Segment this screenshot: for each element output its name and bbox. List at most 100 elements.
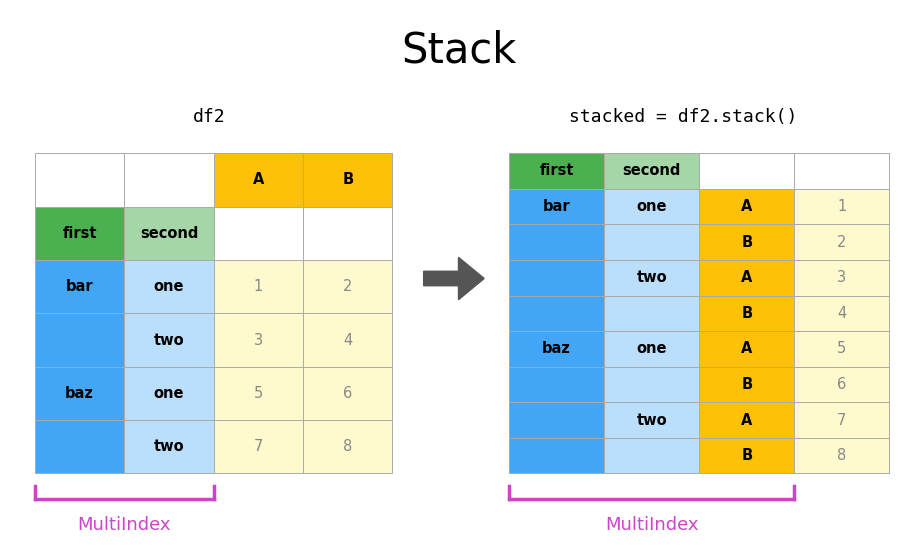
Bar: [700, 260, 794, 296]
Text: MultiIndex: MultiIndex: [78, 516, 171, 534]
Text: B: B: [741, 306, 752, 321]
Bar: [509, 331, 604, 367]
Text: 4: 4: [343, 333, 352, 348]
Text: B: B: [342, 172, 353, 187]
Bar: [509, 367, 604, 402]
Bar: [700, 189, 794, 224]
Text: two: two: [636, 270, 667, 285]
Text: A: A: [741, 341, 753, 356]
Text: 3: 3: [254, 333, 263, 348]
Text: 7: 7: [837, 413, 846, 428]
Text: baz: baz: [65, 386, 94, 401]
Bar: [125, 420, 214, 473]
Bar: [125, 207, 214, 260]
Bar: [214, 153, 303, 207]
Text: first: first: [62, 226, 97, 241]
Bar: [794, 260, 889, 296]
Bar: [604, 260, 699, 296]
Bar: [509, 189, 604, 224]
Text: one: one: [636, 199, 667, 214]
Bar: [604, 402, 699, 438]
Bar: [35, 207, 125, 260]
Text: df2: df2: [193, 108, 226, 126]
Text: 5: 5: [837, 341, 846, 356]
Text: one: one: [154, 279, 184, 294]
Bar: [794, 224, 889, 260]
Text: first: first: [539, 163, 574, 178]
Bar: [303, 313, 392, 367]
Bar: [125, 367, 214, 420]
Bar: [604, 189, 699, 224]
Text: 4: 4: [837, 306, 846, 321]
Text: B: B: [741, 377, 752, 392]
Text: A: A: [741, 413, 753, 428]
Text: two: two: [154, 333, 184, 348]
Bar: [214, 207, 303, 260]
Bar: [700, 367, 794, 402]
Bar: [125, 260, 214, 313]
Bar: [700, 153, 794, 189]
Bar: [794, 153, 889, 189]
Text: 2: 2: [343, 279, 352, 294]
Bar: [35, 420, 125, 473]
Text: stacked = df2.stack(): stacked = df2.stack(): [569, 108, 798, 126]
Bar: [509, 260, 604, 296]
Bar: [125, 153, 214, 207]
Bar: [794, 402, 889, 438]
Bar: [604, 296, 699, 331]
Bar: [794, 189, 889, 224]
Bar: [604, 331, 699, 367]
Bar: [35, 260, 125, 313]
Bar: [509, 402, 604, 438]
Bar: [303, 420, 392, 473]
Text: two: two: [154, 439, 184, 455]
Bar: [700, 224, 794, 260]
Bar: [303, 260, 392, 313]
Bar: [700, 402, 794, 438]
Bar: [794, 331, 889, 367]
Text: 5: 5: [254, 386, 263, 401]
Text: A: A: [253, 172, 264, 187]
Bar: [700, 331, 794, 367]
Text: 8: 8: [343, 439, 352, 455]
Text: 1: 1: [254, 279, 263, 294]
Bar: [214, 260, 303, 313]
Bar: [303, 207, 392, 260]
Text: 2: 2: [837, 234, 846, 250]
Bar: [794, 367, 889, 402]
Text: A: A: [741, 270, 753, 285]
Text: 3: 3: [837, 270, 846, 285]
Bar: [604, 438, 699, 473]
Bar: [794, 438, 889, 473]
Text: 8: 8: [837, 448, 846, 463]
Bar: [509, 153, 604, 189]
Text: bar: bar: [66, 279, 94, 294]
Text: one: one: [154, 386, 184, 401]
Bar: [303, 367, 392, 420]
Bar: [509, 438, 604, 473]
Bar: [35, 367, 125, 420]
Text: second: second: [139, 226, 198, 241]
Bar: [509, 296, 604, 331]
Text: MultiIndex: MultiIndex: [605, 516, 699, 534]
Text: 7: 7: [254, 439, 263, 455]
Text: baz: baz: [542, 341, 571, 356]
Text: one: one: [636, 341, 667, 356]
Bar: [214, 313, 303, 367]
Bar: [604, 153, 699, 189]
Bar: [604, 367, 699, 402]
Bar: [700, 296, 794, 331]
Text: A: A: [741, 199, 753, 214]
Text: B: B: [741, 234, 752, 250]
Bar: [35, 313, 125, 367]
Bar: [604, 224, 699, 260]
Bar: [214, 367, 303, 420]
Bar: [214, 420, 303, 473]
Text: B: B: [741, 448, 752, 463]
Text: 1: 1: [837, 199, 846, 214]
Polygon shape: [424, 257, 484, 300]
Bar: [125, 313, 214, 367]
Bar: [303, 153, 392, 207]
Bar: [794, 296, 889, 331]
Bar: [700, 438, 794, 473]
